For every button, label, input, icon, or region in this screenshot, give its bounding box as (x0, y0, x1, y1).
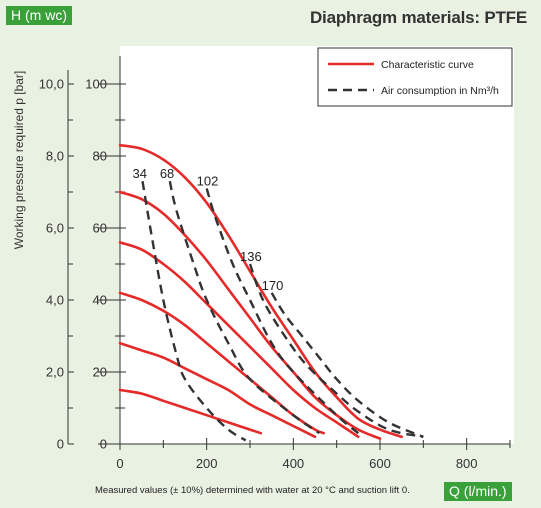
bar-tick-label: 0 (57, 437, 64, 452)
chart-title: Diaphragm materials: PTFE (309, 8, 527, 27)
y-tick-label: 0 (100, 437, 107, 452)
characteristic-curve (118, 341, 317, 439)
x-tick-label: 0 (116, 456, 123, 471)
y-tick-label: 100 (85, 77, 107, 92)
characteristic-curve (118, 291, 325, 435)
characteristic-curve (118, 241, 360, 439)
x-tick-label: 400 (282, 456, 304, 471)
bar-tick-label: 2,0 (46, 365, 64, 380)
y-axis-unit-tag: H (m wc) (6, 6, 72, 25)
x-tick-label: 600 (369, 456, 391, 471)
y-tick-label: 20 (93, 365, 107, 380)
footnote: Measured values (± 10%) determined with … (95, 485, 410, 496)
air-consumption-label: 102 (197, 173, 219, 188)
legend-label: Characteristic curve (381, 59, 474, 71)
characteristic-curves (118, 143, 403, 440)
air-consumption-label: 136 (240, 249, 262, 264)
y-tick-label: 60 (93, 221, 107, 236)
bar-tick-label: 10,0 (39, 77, 64, 92)
legend: Characteristic curve Air consumption in N… (317, 47, 513, 107)
x-tick-label: 200 (196, 456, 218, 471)
y-tick-label: 40 (93, 293, 107, 308)
plot-area (120, 46, 514, 444)
air-consumption-curve (168, 180, 320, 435)
characteristic-curve (118, 143, 403, 439)
legend-label: Air consumption in Nm³/h (381, 85, 499, 97)
characteristic-curve (118, 190, 382, 440)
y-tick-label: 80 (93, 149, 107, 164)
legend-box (317, 47, 513, 107)
characteristic-curve (118, 388, 263, 435)
bar-tick-label: 4,0 (46, 293, 64, 308)
air-consumption-curve (248, 263, 424, 438)
x-tick-label: 800 (456, 456, 478, 471)
air-consumption-label: 68 (160, 166, 174, 181)
air-consumption-curve (141, 181, 247, 442)
air-consumption-curve (205, 188, 360, 435)
air-consumption-curve (270, 292, 424, 438)
air-consumption-curves (141, 180, 424, 442)
air-consumption-label: 170 (262, 278, 284, 293)
bar-tick-label: 8,0 (46, 149, 64, 164)
x-axis-unit-tag: Q (l/min.) (444, 482, 512, 501)
bar-tick-label: 6,0 (46, 221, 64, 236)
air-consumption-label: 34 (133, 166, 147, 181)
